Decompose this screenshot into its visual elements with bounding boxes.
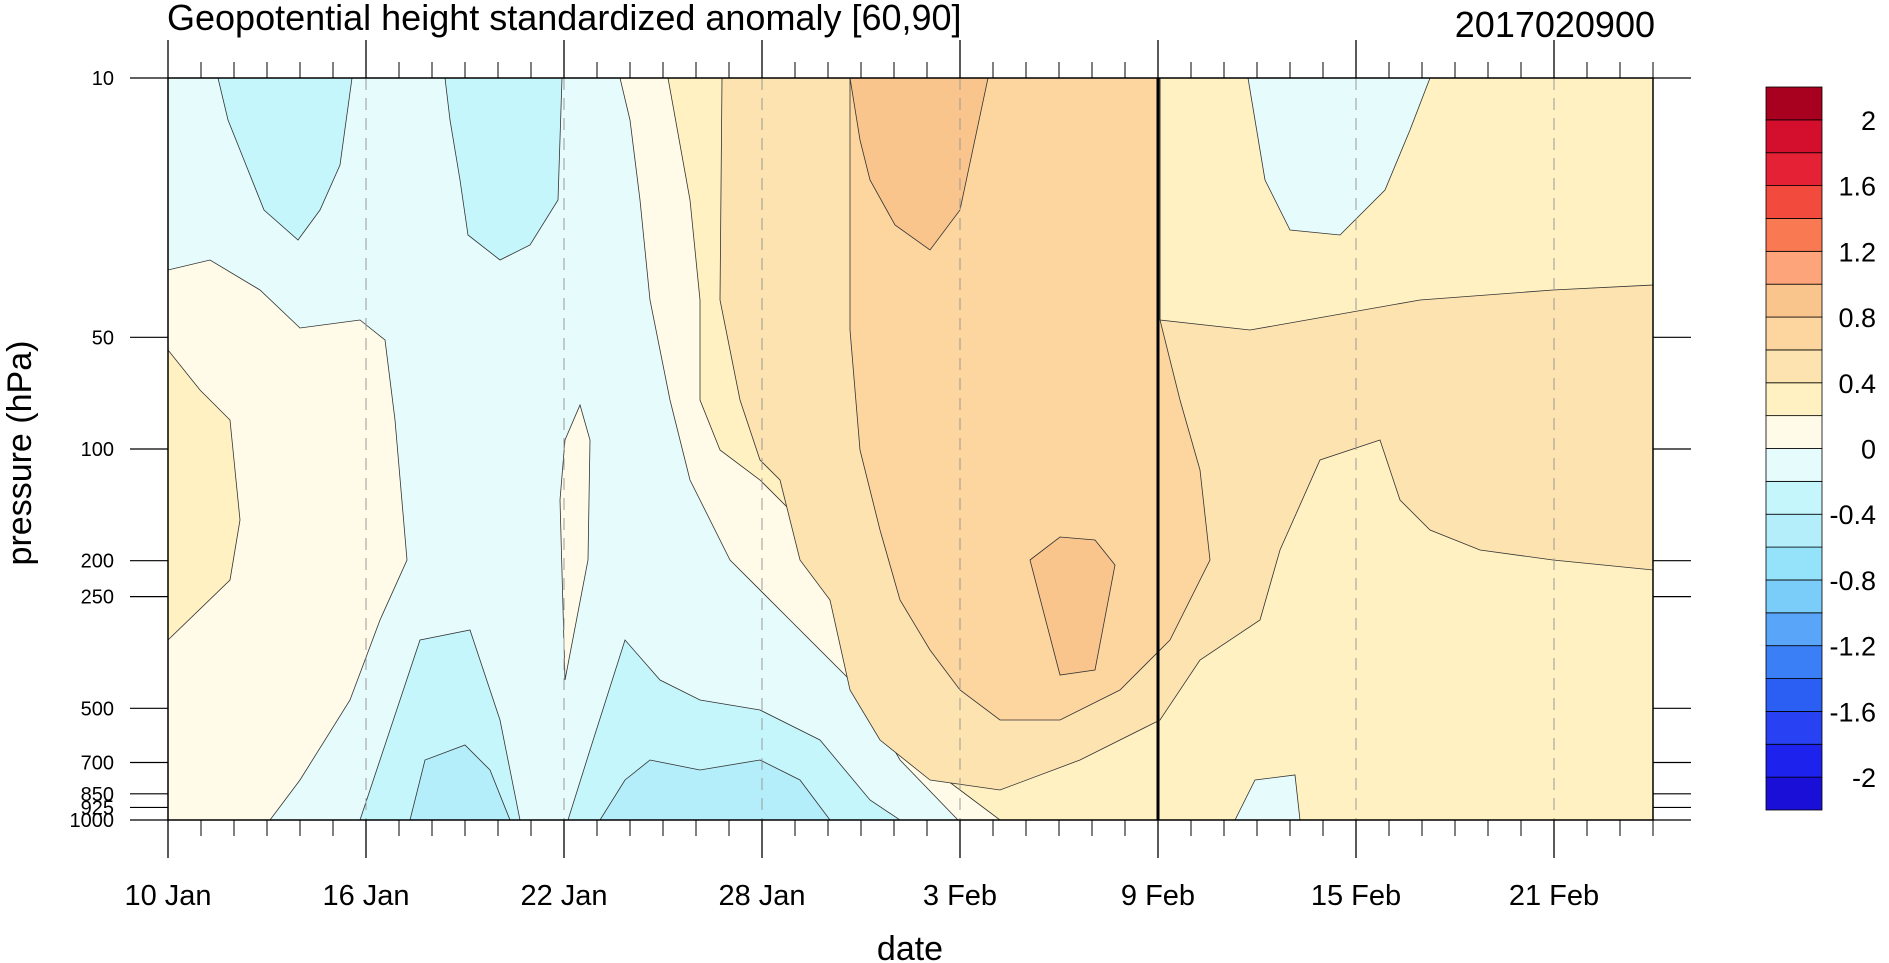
colorbar-swatch — [1765, 283, 1823, 318]
x-tick-label: 28 Jan — [718, 880, 805, 912]
chart-title: Geopotential height standardized anomaly… — [167, 0, 962, 38]
y-tick-label: 10 — [92, 68, 114, 90]
colorbar-label: 0.8 — [1838, 303, 1876, 333]
neg-bottom-1b — [409, 744, 511, 820]
contour-field — [168, 78, 1653, 820]
colorbar-label: 1.6 — [1838, 172, 1876, 202]
y-tick-label: 50 — [92, 327, 114, 349]
colorbar-swatch — [1765, 678, 1823, 712]
x-tick-label: 3 Feb — [923, 880, 997, 912]
x-tick-label: 22 Jan — [520, 880, 607, 912]
neg-top-right — [1247, 78, 1431, 236]
colorbar-swatch — [1765, 349, 1823, 384]
colorbar-swatch — [1765, 119, 1823, 154]
colorbar-swatch — [1765, 579, 1823, 614]
y-tick-label: 925 — [81, 797, 114, 819]
x-tick-label: 16 Jan — [322, 880, 409, 912]
band-0.6 — [849, 78, 1211, 721]
y-axis-label: pressure (hPa) — [1, 341, 39, 566]
colorbar-label: 0 — [1861, 435, 1876, 465]
colorbar-label: -0.8 — [1829, 566, 1876, 596]
colorbar-swatch — [1765, 415, 1823, 449]
colorbar-swatch — [1765, 185, 1823, 219]
colorbar-swatch — [1765, 480, 1823, 515]
y-tick-label: 1000 — [70, 810, 115, 832]
colorbar-swatch — [1765, 612, 1823, 647]
x-tick-label: 21 Feb — [1509, 880, 1599, 912]
x-axis-label: date — [877, 930, 943, 963]
colorbar-label: -1.2 — [1829, 632, 1876, 662]
colorbar: -2 -1.6 -1.2 -0.8 -0.4 0 0.4 0.8 1.2 1.6 2 — [1765, 86, 1876, 811]
colorbar-swatch — [1765, 776, 1823, 811]
y-tick-label: 200 — [81, 551, 114, 573]
chart-subtitle: 2017020900 — [1455, 4, 1655, 45]
colorbar-label: 1.2 — [1838, 237, 1876, 267]
y-tick-label: 250 — [81, 587, 114, 609]
colorbar-swatch — [1765, 218, 1823, 252]
colorbar-swatch — [1765, 382, 1823, 417]
neg-bottom-3 — [1234, 774, 1301, 820]
colorbar-swatch — [1765, 448, 1823, 482]
colorbar-swatch — [1765, 711, 1823, 745]
colorbar-label: -0.4 — [1829, 500, 1876, 530]
neg-top-mid — [444, 78, 563, 261]
colorbar-label: 2 — [1861, 106, 1876, 136]
x-tick-label: 10 Jan — [124, 880, 211, 912]
neg-bottom-2b — [599, 759, 831, 820]
neg-top-left — [217, 78, 353, 241]
y-tick-label: 100 — [81, 439, 114, 461]
colorbar-label: 0.4 — [1838, 369, 1876, 399]
colorbar-swatch — [1765, 513, 1823, 548]
positive-spike — [559, 403, 591, 681]
colorbar-swatch — [1765, 152, 1823, 186]
colorbar-swatch — [1765, 86, 1823, 121]
y-tick-label: 700 — [81, 753, 114, 775]
colorbar-swatch — [1765, 645, 1823, 679]
band-0.8-top — [849, 78, 989, 251]
colorbar-swatch — [1765, 250, 1823, 285]
colorbar-label: -1.6 — [1829, 697, 1876, 727]
x-tick-label: 9 Feb — [1121, 880, 1195, 912]
x-axis: 10 Jan 16 Jan 22 Jan 28 Jan 3 Feb 9 Feb 15 Feb… — [124, 40, 1654, 912]
colorbar-swatch — [1765, 743, 1823, 778]
band-0.8-mid — [1029, 536, 1116, 676]
colorbar-swatch — [1765, 316, 1823, 351]
x-tick-label: 15 Feb — [1311, 880, 1401, 912]
y-tick-label: 500 — [81, 698, 114, 720]
positive-region-left — [168, 259, 408, 820]
colorbar-label: -2 — [1852, 763, 1876, 793]
y-tick-label: 850 — [81, 784, 114, 806]
band-0.2-left — [168, 349, 241, 641]
colorbar-swatch — [1765, 546, 1823, 581]
